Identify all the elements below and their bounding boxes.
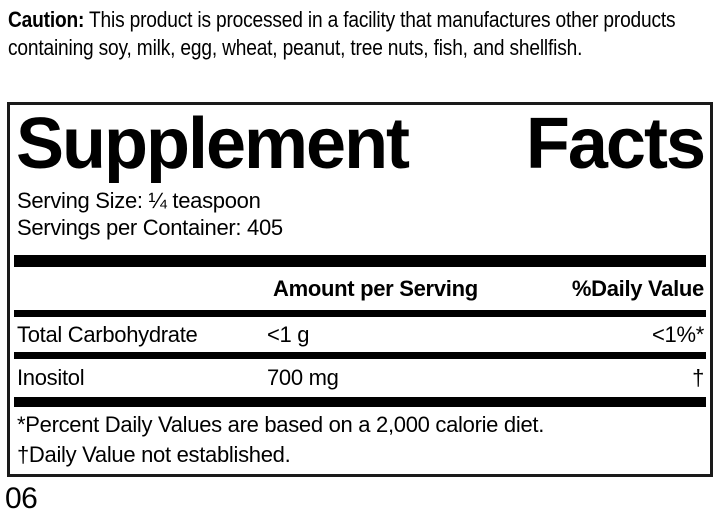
panel-title: Supplement Facts [14,108,706,180]
separator-bar-thick [14,255,706,267]
column-header-amount: Amount per Serving [273,275,478,301]
nutrient-amount: <1 g [267,321,310,347]
nutrient-amount: 700 mg [267,365,339,390]
nutrient-name: Inositol [17,365,85,390]
panel-title-right: Facts [525,104,706,184]
nutrient-daily-value: <1%* [651,321,704,347]
table-row: Total Carbohydrate <1 g <1%* [14,317,706,352]
footnote-daily-value-not-established: †Daily Value not established. [17,442,291,467]
separator-bar [14,310,706,317]
panel-title-left: Supplement [16,104,410,184]
table-header-row: Amount per Serving %Daily Value [14,267,706,310]
column-header-daily-value: %Daily Value [571,275,704,301]
caution-paragraph: Caution: This product is processed in a … [8,6,714,62]
caution-label: Caution: [8,7,85,32]
separator-bar [14,352,706,359]
separator-bar-footer [14,397,706,407]
supplement-facts-panel: Supplement Facts Serving Size: ¼ teaspoo… [7,102,713,477]
table-row: Inositol 700 mg † [14,359,706,397]
servings-per-container: Servings per Container: 405 [17,215,283,240]
footnotes: *Percent Daily Values are based on a 2,0… [14,407,706,470]
nutrient-name: Total Carbohydrate [17,321,198,347]
footnote-percent-daily-value: *Percent Daily Values are based on a 2,0… [17,412,545,437]
serving-size: Serving Size: ¼ teaspoon [17,188,261,213]
label-code: 06 [5,482,38,515]
caution-text: This product is processed in a facility … [8,7,676,60]
nutrient-daily-value: † [692,365,704,390]
